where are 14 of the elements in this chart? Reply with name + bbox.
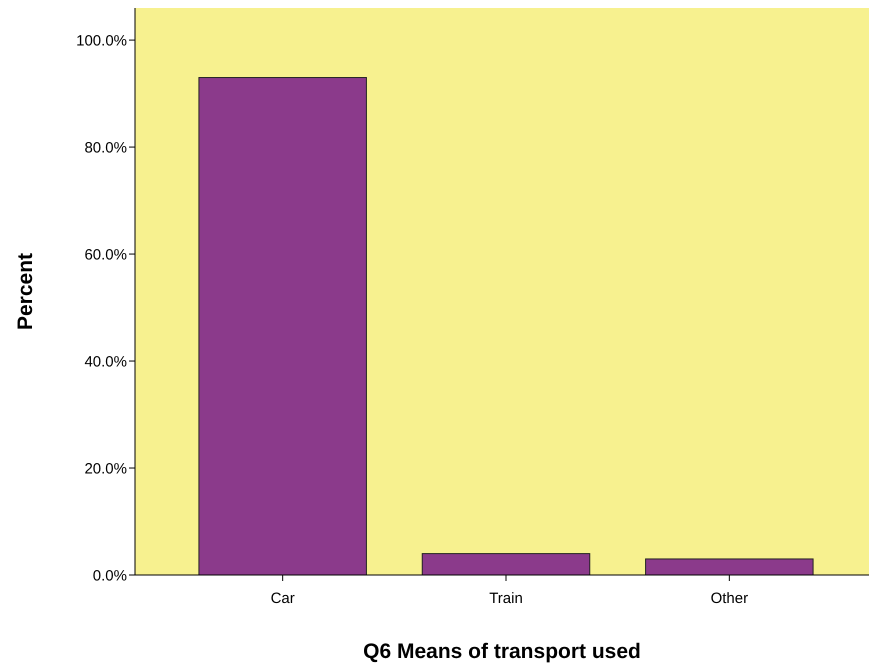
y-tick-label: 40.0% [84, 353, 127, 370]
x-tick-label: Car [270, 590, 295, 607]
x-tick-label: Train [489, 590, 523, 607]
x-axis-title: Q6 Means of transport used [363, 640, 641, 663]
bar [198, 77, 367, 576]
bar [422, 553, 590, 576]
y-tick-label: 0.0% [92, 567, 127, 584]
y-tick-label: 60.0% [84, 246, 127, 264]
x-tick-label: Other [710, 590, 748, 607]
y-tick-label: 80.0% [84, 139, 127, 156]
y-axis-title: Percent [14, 252, 37, 330]
y-tick-label: 100.0% [76, 32, 127, 50]
bar [645, 558, 814, 576]
y-tick-label: 20.0% [84, 460, 127, 478]
